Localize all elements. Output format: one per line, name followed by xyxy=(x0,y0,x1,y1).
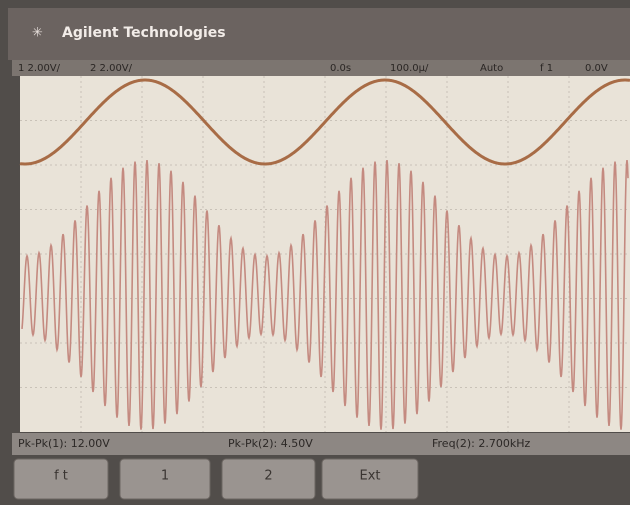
softkey-label[interactable]: f t xyxy=(54,469,68,484)
measurement-text: Pk-Pk(1): 12.00V xyxy=(18,437,110,450)
status-text: 100.0μ/ xyxy=(390,63,429,74)
softkey-label[interactable]: 2 xyxy=(264,469,272,484)
softkey-label[interactable]: 1 xyxy=(161,469,169,484)
measurement-text: Pk-Pk(2): 4.50V xyxy=(228,437,313,450)
status-text: f 1 xyxy=(540,63,553,74)
brand-title: Agilent Technologies xyxy=(62,25,226,41)
logo-star: ✳ xyxy=(32,26,43,41)
softkey-label[interactable]: Ext xyxy=(359,469,380,484)
oscilloscope-screen: ✳ Agilent Technologies 1 2.00V/2 2.00V/0… xyxy=(0,0,630,505)
status-text: 1 2.00V/ xyxy=(18,63,61,74)
measurement-text: Freq(2): 2.700kHz xyxy=(432,437,530,450)
status-text: 2 2.00V/ xyxy=(90,63,133,74)
status-text: Auto xyxy=(480,63,503,74)
status-text: 0.0V xyxy=(585,63,608,74)
status-text: 0.0s xyxy=(330,63,351,74)
